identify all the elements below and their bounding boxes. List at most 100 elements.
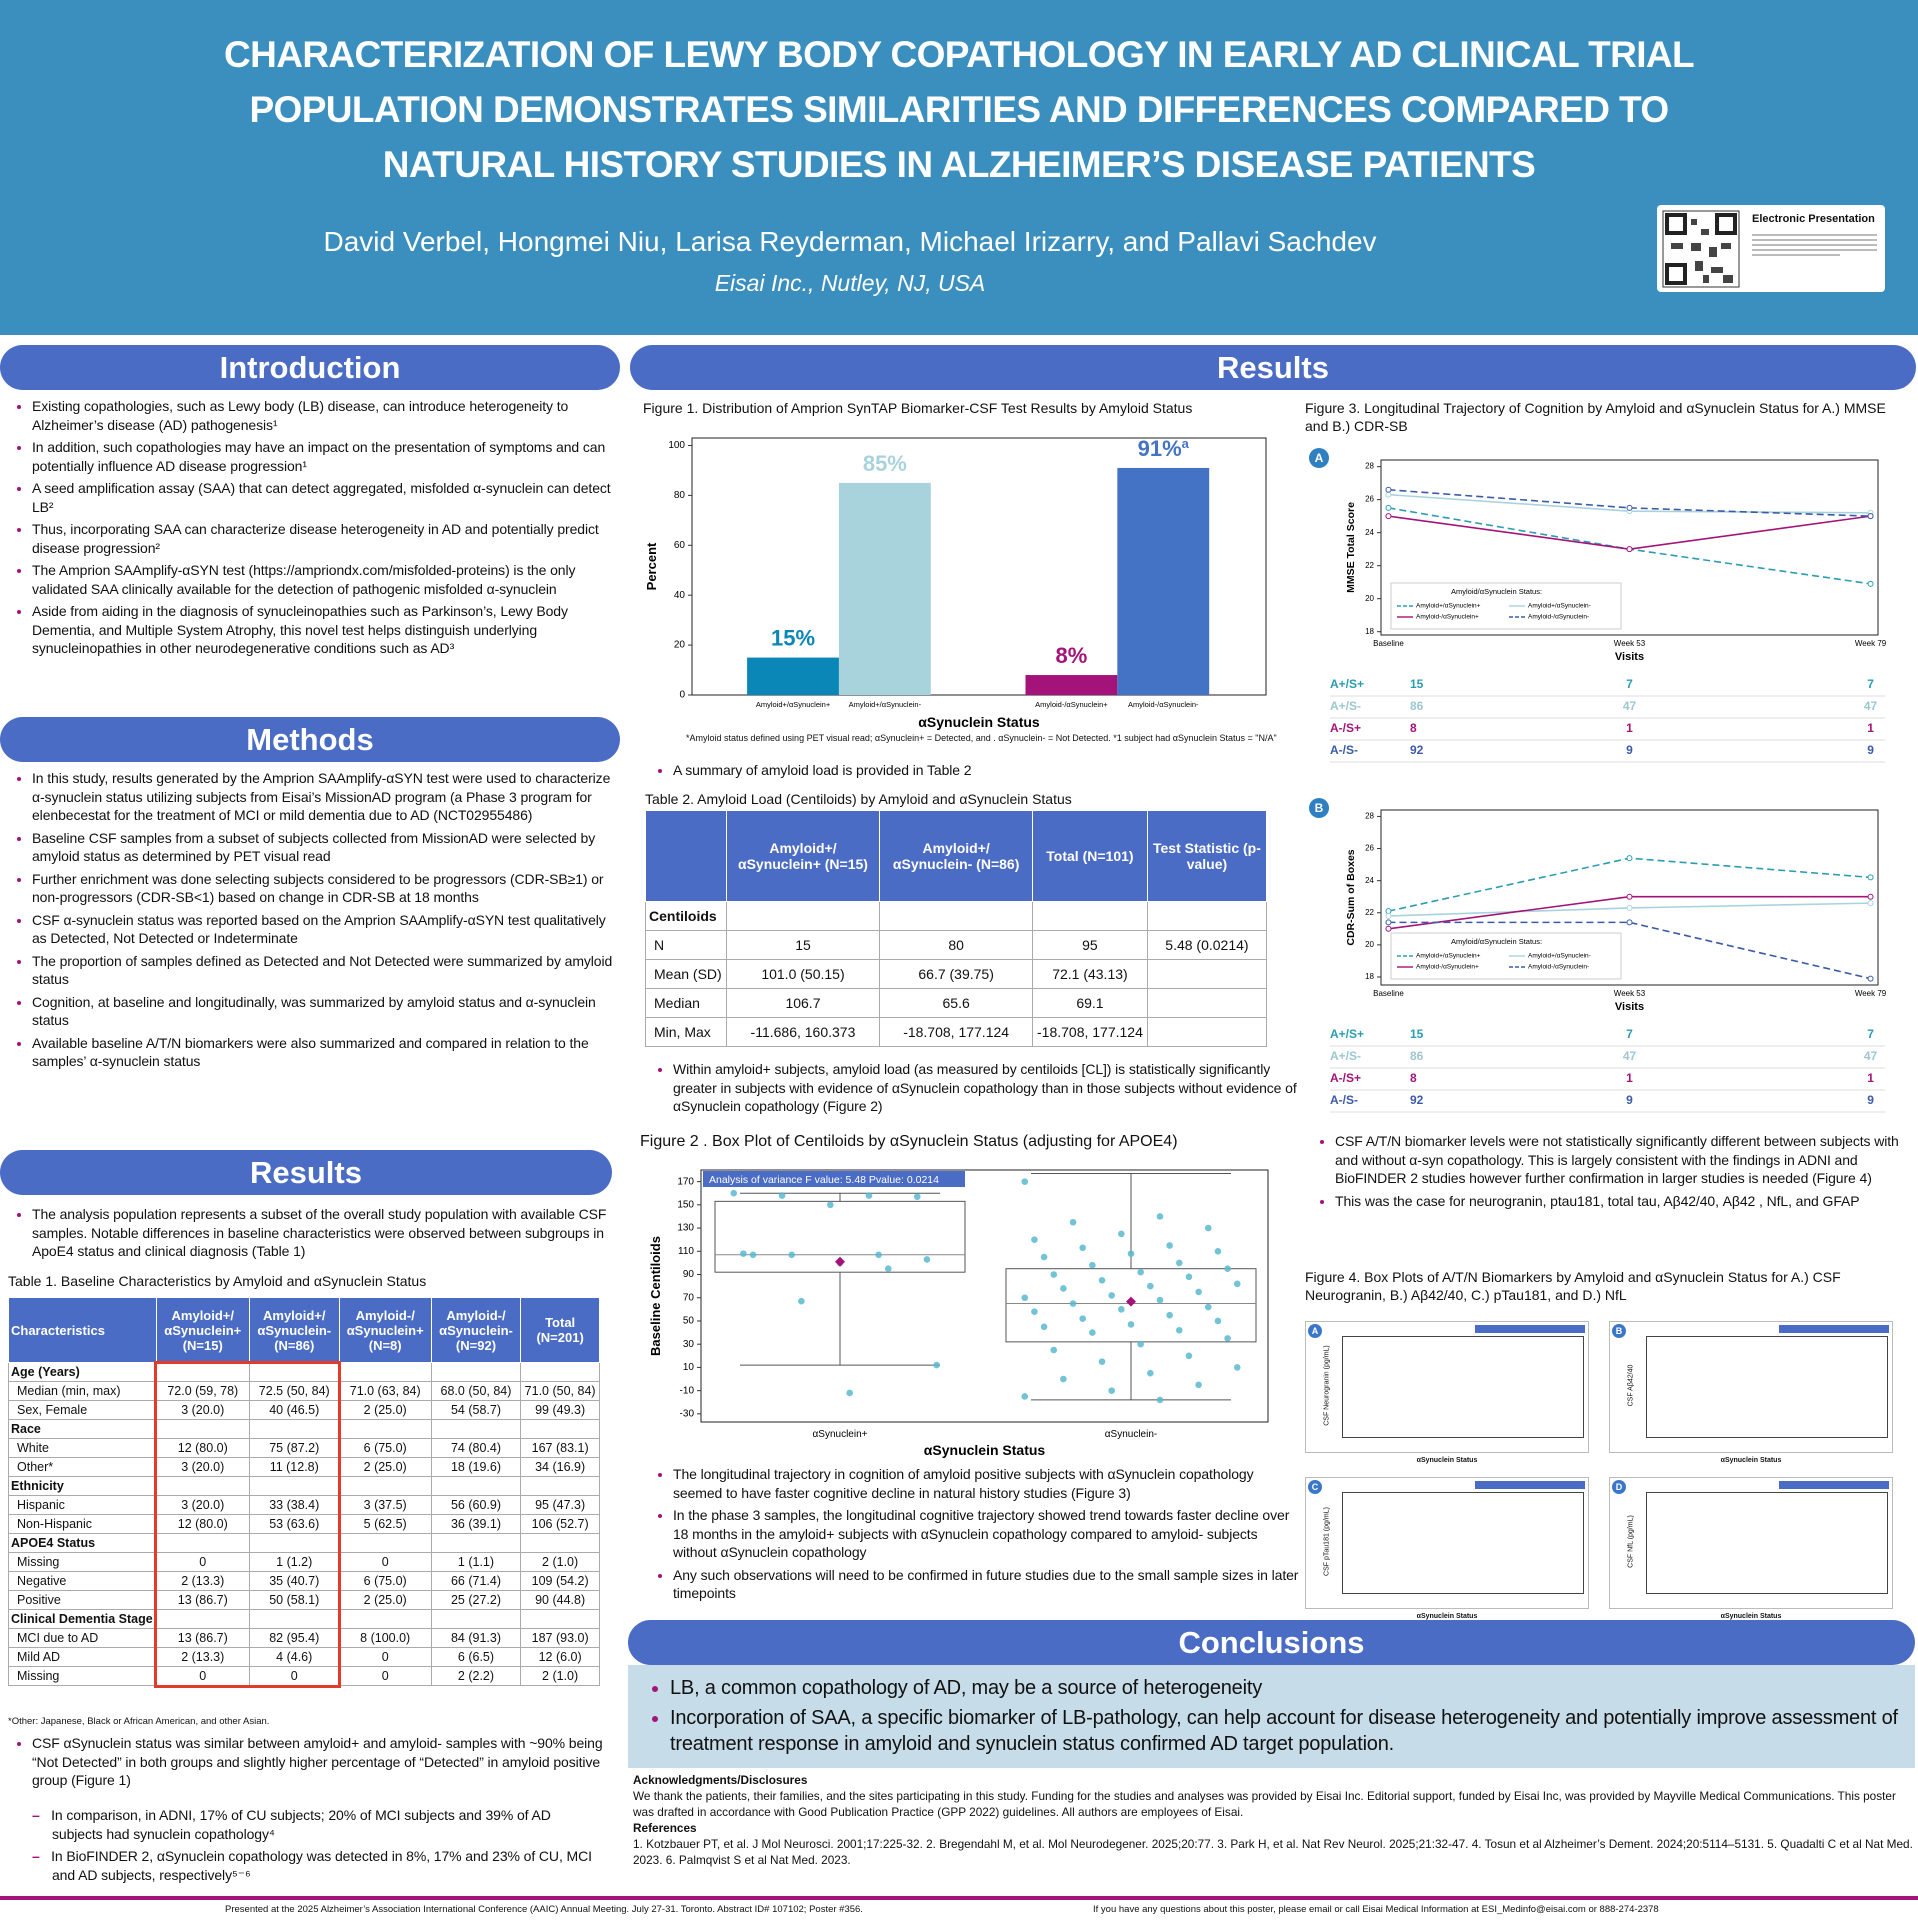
title-line: NATURAL HISTORY STUDIES IN ALZHEIMER’S D… xyxy=(382,144,1536,185)
legend-label: Amyloid-/αSynuclein+ xyxy=(1416,614,1479,621)
data-point xyxy=(1156,1296,1164,1304)
data-point xyxy=(1127,1250,1135,1257)
cell: 6 (75.0) xyxy=(338,1571,432,1591)
header-cell xyxy=(645,810,727,902)
y-tick-label: 28 xyxy=(1365,812,1374,821)
results-bullets: The analysis population represents a sub… xyxy=(2,1205,612,1265)
figure2-chart: -30 -10 10 30 50 70 90 110 130 150 170 Analysis of … xyxy=(648,1169,1269,1458)
panel-letter: A xyxy=(1315,451,1324,465)
risk-label: A+/S- xyxy=(1330,699,1361,713)
cell: 2 (25.0) xyxy=(338,1400,432,1420)
data-point xyxy=(933,1361,940,1369)
data-point xyxy=(1185,1273,1193,1281)
cell: 74 (80.4) xyxy=(430,1438,522,1458)
y-axis-label: Percent xyxy=(644,542,659,590)
cell: 101.0 (50.15) xyxy=(725,959,881,989)
results-bullets: A summary of amyloid load is provided in… xyxy=(643,761,1293,784)
data-point xyxy=(1060,1285,1067,1292)
data-row: Negative 2 (13.3) 35 (40.7) 6 (75.0) 66 (71.… xyxy=(8,1571,600,1591)
y-tick-label: 10 xyxy=(683,1362,695,1373)
cell: 99 (49.3) xyxy=(520,1400,600,1420)
qr-box[interactable]: Electronic Presentation xyxy=(1657,205,1885,292)
cell: 36 (39.1) xyxy=(430,1514,522,1534)
figure-footnote: *Amyloid status defined using PET visual… xyxy=(686,733,1277,743)
cell: 71.0 (63, 84) xyxy=(338,1381,432,1401)
references-text: 1. Kotzbauer PT, et al. J Mol Neurosci. … xyxy=(633,1837,1913,1867)
cell xyxy=(1146,1017,1268,1047)
qr-code[interactable] xyxy=(1661,209,1751,289)
cell xyxy=(338,1533,432,1553)
bullet: Existing copathologies, such as Lewy bod… xyxy=(32,397,622,434)
cell: -11.686, 160.373 xyxy=(725,1017,881,1047)
risk-value: 9 xyxy=(1867,743,1874,757)
cell: 90 (44.8) xyxy=(520,1590,600,1610)
data-row: Non-Hispanic 12 (80.0) 53 (63.6) 5 (62.5) 36… xyxy=(8,1514,600,1534)
series-line xyxy=(1388,921,1871,980)
cell: Age (Years) xyxy=(8,1362,157,1382)
results-bullets: Within amyloid+ subjects, amyloid load (… xyxy=(643,1060,1303,1120)
section-heading: Results xyxy=(0,1150,612,1195)
series-line xyxy=(1388,515,1871,550)
panel-banner xyxy=(1475,1481,1585,1489)
x-tick-label: Week 53 xyxy=(1614,639,1646,648)
data-point xyxy=(1156,1396,1164,1404)
header-cell: Characteristics xyxy=(8,1297,157,1363)
x-axis-label: Visits xyxy=(1615,651,1644,663)
bullet: CSF α-synuclein status was reported base… xyxy=(32,911,622,948)
annotation: Analysis of variance F value: 5.48 Pvalu… xyxy=(709,1174,939,1186)
cell: -18.708, 177.124 xyxy=(879,1017,1033,1047)
legend-label: Amyloid+/αSynuclein- xyxy=(1528,603,1591,610)
series-marker xyxy=(1385,925,1392,932)
bar xyxy=(1025,675,1118,695)
results-bullets: CSF A/T/N biomarker levels were not stat… xyxy=(1305,1132,1918,1214)
cell: 2 (1.0) xyxy=(520,1552,600,1572)
authors: David Verbel, Hongmei Niu, Larisa Reyder… xyxy=(323,226,1377,257)
ack-heading: Acknowledgments/Disclosures xyxy=(633,1773,808,1787)
bullet: Baseline CSF samples from a subset of su… xyxy=(32,829,622,866)
legend-label: Amyloid-/αSynuclein- xyxy=(1528,614,1589,621)
section-heading: Results xyxy=(630,345,1916,390)
bullet: In BioFINDER 2, αSynuclein copathology w… xyxy=(51,1847,592,1884)
data-row: Mean (SD) 101.0 (50.15) 66.7 (39.75) 72.1 (… xyxy=(645,959,1268,989)
header-row: Characteristics Amyloid+/ αSynuclein+ (N=… xyxy=(8,1297,600,1363)
y-tick-label: 20 xyxy=(674,640,686,651)
series-marker xyxy=(1385,912,1392,919)
cell: 109 (54.2) xyxy=(520,1571,600,1591)
bullet: A seed amplification assay (SAA) that ca… xyxy=(32,479,622,516)
cell: Median (min, max) xyxy=(8,1381,157,1401)
series-marker xyxy=(1867,513,1874,520)
data-point xyxy=(865,1192,873,1199)
data-point xyxy=(1166,1242,1173,1249)
series-marker xyxy=(1385,513,1392,520)
risk-label: A+/S+ xyxy=(1330,1027,1364,1041)
section-heading: Methods xyxy=(0,717,620,762)
footer-right: If you have any questions about this pos… xyxy=(1093,1904,1659,1915)
header-cell: Test Statistic (p-value) xyxy=(1146,810,1268,902)
cell: Missing xyxy=(8,1552,157,1572)
cell: Min, Max xyxy=(645,1017,727,1047)
data-point xyxy=(846,1389,853,1397)
data-point xyxy=(1127,1321,1135,1328)
value-label-superscript: a xyxy=(1182,436,1190,451)
series-marker xyxy=(1385,486,1392,493)
bullet: The proportion of samples defined as Det… xyxy=(32,952,622,989)
cell: 12 (6.0) xyxy=(520,1647,600,1667)
risk-value: 7 xyxy=(1867,677,1874,691)
cell: 12 (80.0) xyxy=(155,1514,250,1534)
conclusion-bullets: LB, a common copathology of AD, may be a… xyxy=(640,1675,1910,1761)
x-axis-label: Visits xyxy=(1615,1001,1644,1013)
risk-value: 1 xyxy=(1626,721,1633,735)
cell: 0 xyxy=(338,1647,432,1667)
series-marker xyxy=(1626,904,1633,911)
intro-bullets: Existing copathologies, such as Lewy bod… xyxy=(2,397,622,662)
bullet: This was the case for neurogranin, ptau1… xyxy=(1335,1192,1918,1211)
bullet: In addition, such copathologies may have… xyxy=(32,438,622,475)
data-point xyxy=(1098,1358,1106,1365)
plot-frame xyxy=(1342,1336,1584,1438)
data-point xyxy=(875,1251,882,1259)
series-marker xyxy=(1385,491,1392,498)
series-marker xyxy=(1867,900,1874,907)
table-caption: Table 1. Baseline Characteristics by Amy… xyxy=(8,1273,427,1289)
bullet: The Amprion SAAmplify-αSYN test (https:/… xyxy=(32,561,622,598)
cell xyxy=(430,1609,522,1629)
